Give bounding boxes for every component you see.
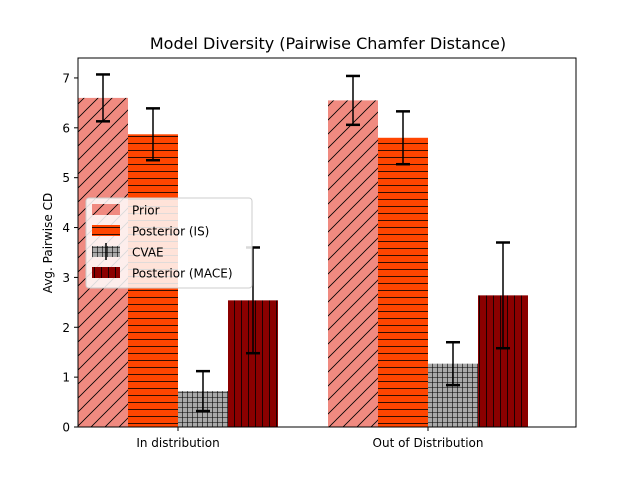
- x-axis: In distribution Out of Distribution: [136, 427, 483, 450]
- y-axis: 0 1 2 3 4 5 6 7: [62, 71, 78, 435]
- error-bar: [346, 74, 360, 127]
- plot-frame: [77, 57, 577, 428]
- legend-label: CVAE: [132, 246, 164, 260]
- y-tick-label: 7: [62, 71, 70, 85]
- legend-label: Posterior (IS): [132, 225, 209, 239]
- y-tick-label: 2: [62, 321, 70, 335]
- error-bars-group: [96, 73, 510, 413]
- y-tick-label: 3: [62, 271, 70, 285]
- legend-swatch: [92, 225, 120, 236]
- bar-posterior-is--1: [378, 137, 428, 427]
- y-tick-label: 5: [62, 171, 70, 185]
- y-tick-label: 6: [62, 121, 70, 135]
- legend-label: Prior: [132, 204, 160, 218]
- legend-label: Posterior (MACE): [132, 267, 233, 281]
- error-bar: [496, 241, 510, 350]
- legend-box: [85, 197, 253, 289]
- legend-swatch: [92, 267, 120, 278]
- y-tick-label: 1: [62, 371, 70, 385]
- y-tick-label: 0: [62, 421, 70, 435]
- error-bar: [446, 340, 460, 387]
- error-bar: [96, 73, 110, 123]
- error-bar: [396, 110, 410, 166]
- bars-group: [78, 97, 528, 427]
- legend: Prior Posterior (IS) CVAE Posterior (MACE): [85, 197, 253, 289]
- y-axis-label: Avg. Pairwise CD: [41, 193, 55, 293]
- x-tick-label: In distribution: [136, 436, 219, 450]
- chart-title: Model Diversity (Pairwise Chamfer Distan…: [150, 34, 506, 53]
- error-bar: [196, 369, 210, 413]
- x-tick-label: Out of Distribution: [373, 436, 484, 450]
- y-tick-label: 4: [62, 221, 70, 235]
- error-bar: [146, 107, 160, 162]
- legend-swatch: [92, 204, 120, 215]
- bar-prior-1: [328, 100, 378, 427]
